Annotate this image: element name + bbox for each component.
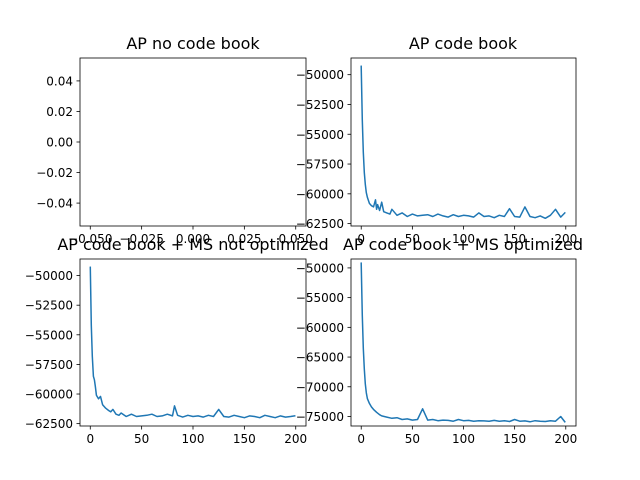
series-group <box>89 266 296 419</box>
y-tick-label: −52500 <box>296 98 344 112</box>
x-tick-label: 150 <box>503 232 526 246</box>
x-tick-label: 0 <box>357 232 365 246</box>
x-tick-label: 50 <box>405 232 420 246</box>
x-tick-label: 0 <box>357 432 365 446</box>
x-tick-label: 200 <box>554 432 577 446</box>
y-tick-label: −62500 <box>25 417 73 431</box>
x-tick-label: 100 <box>452 432 475 446</box>
series-line <box>89 266 296 419</box>
x-axis: 0 50 100 150 200 <box>357 426 577 446</box>
y-tick-label: −50000 <box>296 68 344 82</box>
x-axis: 0 50 100 150 200 <box>357 226 577 246</box>
y-tick-label: 0.02 <box>46 105 73 119</box>
y-tick-label: −65000 <box>296 351 344 365</box>
y-tick-label: −55000 <box>25 328 73 342</box>
y-tick-label: −0.04 <box>36 197 73 211</box>
plot-area <box>79 258 307 427</box>
x-tick-label: −0.025 <box>119 232 163 246</box>
subplot-title: AP no code book <box>126 34 260 53</box>
y-tick-label: −0.02 <box>36 166 73 180</box>
y-axis: 0.04 0.02 0.00 −0.02 −0.04 <box>36 74 80 211</box>
x-tick-label: 0 <box>86 432 94 446</box>
x-tick-label: 150 <box>233 432 256 446</box>
series-line <box>360 262 566 423</box>
x-axis: −0.050 −0.025 0.000 0.025 0.050 <box>68 226 313 246</box>
y-tick-label: −55000 <box>296 128 344 142</box>
y-tick-label: 0.00 <box>46 136 73 150</box>
y-tick-label: −60000 <box>296 187 344 201</box>
x-axis: 0 50 100 150 200 <box>86 426 307 446</box>
subplot-ap-code-book-ms-optimized: AP code book + MS optimized 0 50 100 150 200… <box>296 235 583 446</box>
y-tick-label: −57500 <box>296 158 344 172</box>
x-tick-label: −0.050 <box>68 232 112 246</box>
x-tick-label: 150 <box>503 432 526 446</box>
series-line <box>360 65 566 220</box>
series-group <box>360 262 566 423</box>
y-tick-label: −50000 <box>296 261 344 275</box>
x-tick-label: 0.000 <box>176 232 210 246</box>
y-tick-label: −50000 <box>25 269 73 283</box>
x-tick-label: 100 <box>182 432 205 446</box>
subplot-ap-code-book: AP code book 0 50 100 150 200 −50000−52500−5… <box>296 34 577 246</box>
plot-area <box>79 57 307 227</box>
x-tick-label: 0.050 <box>279 232 313 246</box>
y-tick-label: 0.04 <box>46 74 73 88</box>
subplot-title: AP code book + MS optimized <box>343 235 583 254</box>
y-tick-label: −55000 <box>296 291 344 305</box>
subplot-title: AP code book <box>409 34 518 53</box>
y-tick-label: −70000 <box>296 380 344 394</box>
y-tick-label: −62500 <box>296 217 344 231</box>
x-tick-label: 0.025 <box>227 232 261 246</box>
subplot-ap-code-book-ms-not-optimized: AP code book + MS not optimized 0 50 100 15… <box>25 235 329 446</box>
x-tick-label: 50 <box>405 432 420 446</box>
series-group <box>360 65 566 220</box>
subplot-title: AP code book + MS not optimized <box>57 235 328 254</box>
y-axis: −50000 −55000 −60000 −65000 −70000 −75000 <box>296 261 351 424</box>
y-axis: −50000 −52500 −55000 −57500 −60000 −62500 <box>25 269 80 431</box>
y-tick-label: −52500 <box>25 299 73 313</box>
y-tick-label: −60000 <box>296 321 344 335</box>
y-axis: −50000 −52500 −55000 −57500 −60000 −62500 <box>296 68 351 231</box>
subplot-ap-no-code-book: AP no code book −0.050 −0.025 0.000 0.025 0.… <box>36 34 313 246</box>
x-tick-label: 100 <box>452 232 475 246</box>
y-tick-label: −60000 <box>25 388 73 402</box>
x-tick-label: 50 <box>134 432 149 446</box>
x-tick-label: 200 <box>554 232 577 246</box>
plot-area <box>350 258 577 427</box>
x-tick-label: 200 <box>284 432 307 446</box>
y-tick-label: −75000 <box>296 410 344 424</box>
y-tick-label: −57500 <box>25 358 73 372</box>
plot-area <box>350 57 577 227</box>
